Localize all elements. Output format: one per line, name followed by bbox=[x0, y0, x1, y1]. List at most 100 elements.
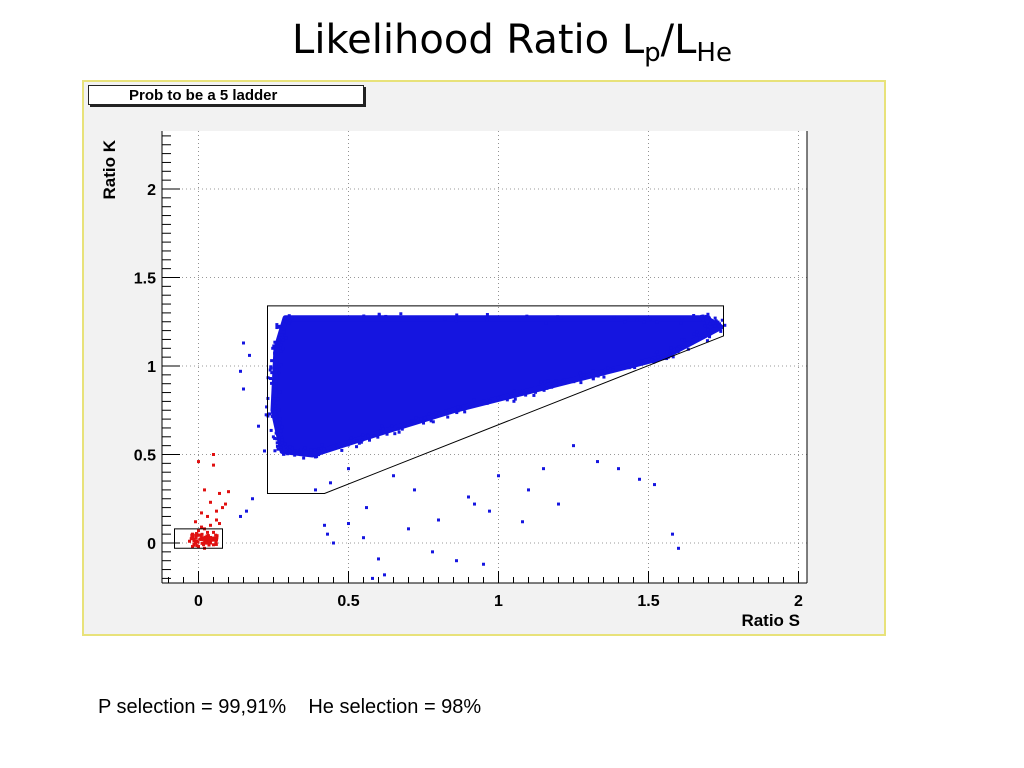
blue-point bbox=[299, 448, 303, 452]
red-point bbox=[200, 537, 203, 541]
blue-outlier-point bbox=[413, 488, 416, 492]
blue-point bbox=[679, 321, 683, 325]
blue-point bbox=[278, 390, 282, 394]
blue-point bbox=[703, 324, 707, 328]
blue-point bbox=[709, 332, 713, 336]
blue-point bbox=[273, 404, 277, 408]
blue-point bbox=[274, 384, 278, 388]
blue-point bbox=[290, 316, 294, 320]
blue-point bbox=[650, 358, 654, 362]
blue-point bbox=[431, 420, 435, 424]
blue-point bbox=[270, 371, 274, 375]
blue-point bbox=[561, 379, 565, 383]
blue-point bbox=[656, 355, 660, 359]
blue-outlier-point bbox=[323, 523, 326, 527]
blue-point bbox=[625, 316, 629, 320]
blue-point bbox=[273, 436, 277, 440]
blue-point bbox=[277, 338, 281, 342]
blue-point bbox=[266, 376, 270, 380]
red-point bbox=[209, 535, 213, 539]
blue-point bbox=[705, 316, 709, 320]
blue-point bbox=[275, 427, 279, 431]
blue-point bbox=[434, 411, 438, 415]
blue-outlier-point bbox=[557, 502, 560, 506]
blue-point bbox=[287, 321, 291, 325]
blue-point bbox=[280, 441, 284, 445]
blue-point bbox=[544, 321, 548, 325]
blue-outlier-point bbox=[521, 520, 524, 524]
blue-point bbox=[623, 320, 627, 324]
blue-point bbox=[675, 347, 679, 351]
blue-point bbox=[602, 375, 606, 379]
blue-point bbox=[720, 318, 724, 322]
blue-outlier-point bbox=[242, 341, 245, 345]
red-point bbox=[209, 500, 212, 504]
blue-point bbox=[276, 447, 280, 451]
blue-point bbox=[271, 394, 275, 398]
blue-point bbox=[505, 398, 509, 402]
blue-point bbox=[317, 449, 321, 453]
blue-outlier-point bbox=[332, 541, 335, 545]
blue-point bbox=[335, 444, 339, 448]
blue-point bbox=[468, 405, 472, 409]
blue-point bbox=[406, 422, 410, 426]
blue-point bbox=[606, 366, 610, 370]
blue-point bbox=[522, 391, 526, 395]
blue-point bbox=[372, 434, 376, 438]
red-point bbox=[201, 536, 205, 540]
blue-point bbox=[277, 408, 281, 412]
blue-point bbox=[270, 381, 274, 385]
blue-point bbox=[496, 396, 500, 400]
blue-point bbox=[277, 371, 281, 375]
red-point bbox=[200, 532, 204, 536]
blue-point bbox=[385, 432, 389, 436]
blue-point bbox=[268, 368, 272, 372]
blue-point bbox=[309, 450, 313, 454]
blue-point bbox=[677, 345, 681, 349]
blue-point bbox=[653, 353, 657, 357]
blue-point bbox=[278, 421, 282, 425]
blue-point bbox=[424, 418, 428, 422]
blue-point bbox=[701, 334, 705, 338]
blue-point bbox=[313, 455, 317, 459]
blue-point bbox=[273, 410, 277, 414]
blue-outlier-point bbox=[617, 467, 620, 471]
blue-point bbox=[680, 338, 684, 342]
blue-outlier-point bbox=[239, 514, 242, 518]
red-point bbox=[196, 540, 200, 544]
red-point bbox=[190, 533, 194, 537]
p-selection-cut bbox=[174, 528, 223, 549]
red-point bbox=[198, 537, 202, 541]
blue-outlier-point bbox=[488, 509, 491, 513]
red-point bbox=[210, 538, 214, 542]
red-point bbox=[214, 533, 218, 537]
blue-point bbox=[579, 381, 583, 385]
histogram-title-box: Prob to be a 5 ladder bbox=[88, 85, 364, 105]
blue-point bbox=[682, 338, 686, 342]
blue-point bbox=[288, 449, 292, 453]
blue-point bbox=[671, 355, 675, 359]
blue-point bbox=[456, 409, 460, 413]
x-axis-label: Ratio S bbox=[741, 611, 800, 630]
red-point bbox=[203, 539, 207, 543]
blue-point bbox=[366, 434, 370, 438]
blue-point bbox=[711, 321, 715, 325]
blue-point bbox=[384, 314, 388, 318]
blue-point bbox=[284, 336, 288, 340]
blue-point bbox=[719, 329, 723, 333]
blue-point bbox=[627, 366, 631, 370]
blue-point bbox=[269, 366, 273, 370]
blue-point bbox=[455, 411, 459, 415]
blue-point bbox=[282, 330, 286, 334]
blue-point bbox=[274, 415, 278, 419]
blue-point bbox=[525, 314, 529, 318]
blue-point bbox=[559, 316, 563, 320]
red-point bbox=[215, 518, 218, 522]
blue-outlier-point bbox=[347, 467, 350, 471]
blue-point bbox=[632, 360, 636, 364]
blue-point bbox=[718, 326, 722, 330]
blue-point bbox=[698, 336, 702, 340]
blue-point bbox=[524, 393, 528, 397]
blue-point bbox=[539, 380, 543, 384]
